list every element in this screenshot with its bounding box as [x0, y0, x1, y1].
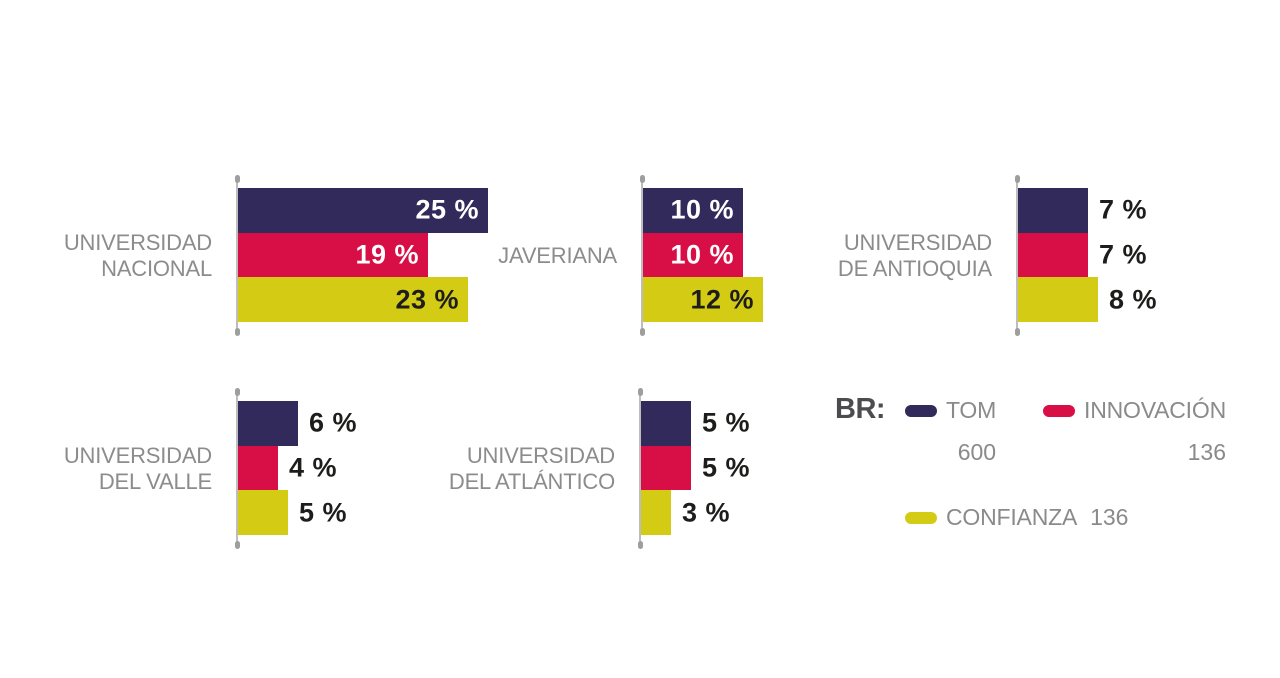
legend-label-tom: TOM — [946, 397, 997, 423]
value-label-tom: 6 % — [309, 407, 358, 438]
chart-label-line: NACIONAL — [101, 255, 212, 281]
chart-label-universidad-del-valle: UNIVERSIDAD DEL VALLE — [64, 443, 212, 495]
bar-innovacion: 5 % — [641, 445, 750, 491]
bar-row-innovacion: 5 % — [641, 445, 750, 491]
chart-label-line: UNIVERSIDAD — [466, 442, 615, 468]
bar-confianza: 8 % — [1018, 277, 1157, 323]
legend-sample-size-tom: 600 — [957, 439, 997, 465]
bar-innovacion: 7 % — [1018, 232, 1147, 278]
bar-group: 25 % 19 % 23 % — [238, 188, 488, 323]
axis-line — [234, 388, 240, 549]
value-label-confianza: 5 % — [299, 497, 348, 528]
bar-row-innovacion: 7 % — [1018, 232, 1147, 278]
bar-row-innovacion: 19 % — [238, 232, 488, 278]
bar-confianza: 12 % — [643, 277, 763, 323]
bar-innovacion: 19 % — [238, 232, 428, 278]
bar-row-tom: 7 % — [1018, 188, 1147, 233]
value-label-innovacion: 4 % — [289, 452, 338, 483]
chart-label-line: UNIVERSIDAD — [843, 229, 992, 255]
value-label-tom: 25 % — [415, 194, 479, 225]
legend-item-confianza: CONFIANZA 136 — [905, 504, 1128, 531]
bar-row-confianza: 3 % — [641, 490, 730, 536]
value-label-confianza: 23 % — [395, 284, 459, 315]
chart-label-line: DEL ATLÁNTICO — [448, 468, 615, 494]
chart-label-line: DE ANTIOQUIA — [837, 255, 992, 281]
bar-tom: 6 % — [238, 401, 357, 446]
bar-group: 6 % 4 % 5 % — [238, 401, 357, 536]
bar-tom: 10 % — [643, 188, 743, 233]
chart-label-javeriana: JAVERIANA — [498, 243, 617, 269]
chart-label-line: UNIVERSIDAD — [63, 229, 212, 255]
bar-row-tom: 5 % — [641, 401, 750, 446]
chart-label-universidad-nacional: UNIVERSIDAD NACIONAL — [64, 230, 212, 282]
chart-label-line: UNIVERSIDAD — [63, 442, 212, 468]
bar-row-innovacion: 10 % — [643, 232, 763, 278]
value-label-tom: 5 % — [702, 407, 751, 438]
value-label-confianza: 12 % — [690, 284, 754, 315]
bar-row-confianza: 23 % — [238, 277, 488, 323]
confianza-swatch-icon — [905, 511, 937, 524]
legend-sample-size-innovacion: 136 — [1187, 439, 1226, 465]
axis-line — [639, 175, 645, 336]
bar-confianza: 3 % — [641, 490, 730, 536]
bar-group: 7 % 7 % 8 % — [1018, 188, 1157, 323]
legend-item-tom: TOM 600 — [905, 397, 996, 466]
bar-confianza: 23 % — [238, 277, 468, 323]
legend-sample-size-confianza: 136 — [1090, 504, 1129, 530]
legend: BR: TOM 600 INNOVACIÓN 136 CONFIANZA 136 — [835, 392, 1235, 542]
bar-group: 5 % 5 % 3 % — [641, 401, 750, 536]
axis-line — [637, 388, 643, 549]
bar-row-tom: 6 % — [238, 401, 357, 446]
bar-row-confianza: 5 % — [238, 490, 347, 536]
value-label-innovacion: 10 % — [670, 239, 734, 270]
axis-line — [234, 175, 240, 336]
bar-innovacion: 4 % — [238, 445, 337, 491]
value-label-innovacion: 5 % — [702, 452, 751, 483]
value-label-innovacion: 19 % — [355, 239, 419, 270]
value-label-confianza: 8 % — [1109, 284, 1158, 315]
bar-row-innovacion: 4 % — [238, 445, 337, 491]
bar-row-confianza: 8 % — [1018, 277, 1157, 323]
bar-tom: 7 % — [1018, 188, 1147, 233]
chart-label-line: JAVERIANA — [498, 242, 617, 268]
bar-innovacion: 10 % — [643, 232, 743, 278]
bar-row-tom: 10 % — [643, 188, 763, 233]
chart-label-line: DEL VALLE — [98, 468, 212, 494]
bar-row-confianza: 12 % — [643, 277, 763, 323]
axis-line — [1014, 175, 1020, 336]
bar-row-tom: 25 % — [238, 188, 488, 233]
tom-swatch-icon — [905, 404, 937, 417]
chart-label-universidad-de-antioquia: UNIVERSIDAD DE ANTIOQUIA — [838, 230, 992, 282]
chart-label-universidad-del-atlantico: UNIVERSIDAD DEL ATLÁNTICO — [449, 443, 615, 495]
value-label-tom: 7 % — [1099, 194, 1148, 225]
legend-item-innovacion: INNOVACIÓN 136 — [1043, 397, 1226, 466]
legend-label-innovacion: INNOVACIÓN — [1084, 397, 1226, 423]
bar-tom: 25 % — [238, 188, 488, 233]
bar-group: 10 % 10 % 12 % — [643, 188, 763, 323]
legend-label-confianza: CONFIANZA — [946, 504, 1078, 530]
legend-title: BR: — [835, 393, 886, 425]
innovacion-swatch-icon — [1043, 404, 1075, 417]
bar-confianza: 5 % — [238, 490, 347, 536]
bar-tom: 5 % — [641, 401, 750, 446]
value-label-confianza: 3 % — [682, 497, 731, 528]
value-label-tom: 10 % — [670, 194, 734, 225]
value-label-innovacion: 7 % — [1099, 239, 1148, 270]
